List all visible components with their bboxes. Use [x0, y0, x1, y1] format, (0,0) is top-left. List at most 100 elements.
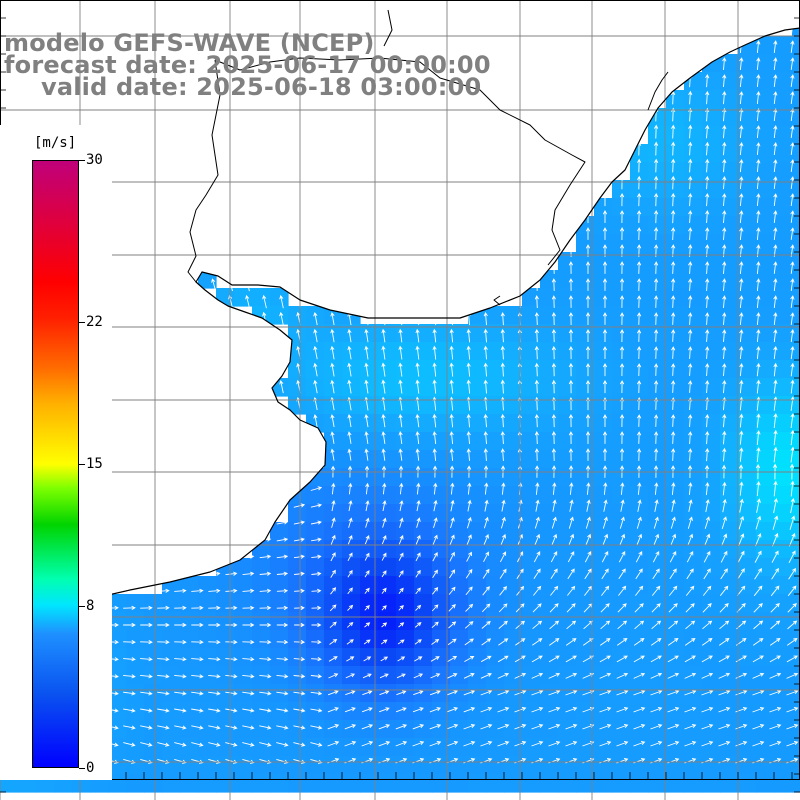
- wind-speed-cell: [414, 450, 433, 469]
- wind-speed-cell: [666, 288, 685, 307]
- wind-arrow: [294, 571, 305, 576]
- wind-speed-cell: [108, 756, 127, 775]
- wind-arrow: [601, 550, 609, 563]
- wind-arrow: [415, 534, 421, 545]
- wind-arrow: [566, 620, 577, 630]
- wind-speed-cell: [738, 180, 757, 199]
- wind-speed-cell: [756, 468, 775, 487]
- wind-arrow: [447, 638, 457, 646]
- wind-arrow: [347, 345, 352, 360]
- wind-speed-cell: [666, 594, 685, 613]
- wind-speed-cell: [756, 270, 775, 289]
- wind-arrow: [786, 740, 799, 747]
- wind-speed-cell: [216, 666, 235, 685]
- wind-speed-cell: [666, 126, 685, 145]
- wind-speed-cell: [792, 198, 800, 217]
- wind-arrow: [327, 707, 339, 713]
- wind-arrow: [311, 588, 322, 593]
- wind-speed-cell: [720, 72, 739, 91]
- wind-speed-cell: [666, 450, 685, 469]
- wind-speed-cell: [360, 504, 379, 523]
- wind-speed-cell: [450, 630, 469, 649]
- wind-arrow: [790, 91, 795, 104]
- wind-speed-cell: [792, 108, 800, 127]
- wind-speed-cell: [360, 576, 379, 595]
- wind-arrow: [398, 413, 403, 428]
- colorbar-tick-label: 0: [86, 760, 95, 776]
- wind-speed-cell: [216, 720, 235, 739]
- wind-arrow: [671, 380, 676, 393]
- wind-speed-cell: [612, 504, 631, 523]
- wind-speed-cell: [450, 342, 469, 361]
- wind-speed-cell: [396, 648, 415, 667]
- wind-speed-cell: [486, 306, 505, 325]
- wind-arrow: [140, 691, 153, 696]
- wind-arrow: [499, 568, 507, 579]
- wind-arrow: [415, 569, 421, 578]
- wind-arrow: [739, 379, 744, 394]
- wind-speed-cell: [306, 630, 325, 649]
- wind-arrow: [619, 295, 625, 308]
- wind-arrow: [347, 379, 352, 394]
- wind-arrow: [432, 413, 437, 428]
- wind-speed-cell: [360, 396, 379, 415]
- wind-speed-cell: [198, 648, 217, 667]
- wind-speed-cell: [306, 756, 325, 775]
- wind-speed-cell: [234, 684, 253, 703]
- wind-speed-cell: [486, 522, 505, 541]
- wind-arrow: [535, 499, 540, 512]
- wind-arrow: [382, 482, 387, 495]
- wind-arrow: [650, 672, 663, 679]
- wind-speed-cell: [504, 414, 523, 433]
- wind-arrow: [739, 312, 744, 325]
- wind-arrow: [259, 640, 272, 645]
- wind-arrow: [534, 312, 539, 326]
- wind-speed-cell: [738, 108, 757, 127]
- wind-arrow: [310, 725, 323, 730]
- wind-arrow: [618, 568, 626, 580]
- wind-arrow: [364, 552, 370, 561]
- wind-arrow: [311, 639, 322, 645]
- wind-speed-cell: [126, 612, 145, 631]
- wind-arrow: [773, 295, 778, 308]
- wind-arrow: [585, 379, 591, 394]
- wind-arrow: [671, 209, 676, 224]
- land-mask: [0, 0, 800, 612]
- wind-speed-cell: [558, 252, 577, 271]
- wind-arrow: [157, 605, 170, 610]
- wind-arrow: [311, 571, 322, 576]
- wind-arrow: [684, 655, 696, 663]
- wind-speed-cell: [486, 558, 505, 577]
- wind-arrow: [585, 227, 591, 240]
- wind-arrow: [123, 708, 136, 713]
- wind-speed-cell: [666, 720, 685, 739]
- wind-speed-cell: [666, 738, 685, 757]
- wind-speed-cell: [612, 774, 631, 793]
- wind-arrow: [433, 482, 438, 495]
- wind-speed-cell: [738, 252, 757, 271]
- wind-speed-cell: [450, 576, 469, 595]
- wind-speed-cell: [162, 738, 181, 757]
- wind-speed-cell: [432, 324, 451, 343]
- wind-arrow: [531, 741, 544, 747]
- wind-arrow: [551, 413, 556, 428]
- wind-speed-cell: [522, 450, 541, 469]
- wind-arrow: [551, 431, 556, 445]
- wind-arrow: [379, 673, 389, 679]
- wind-speed-cell: [522, 306, 541, 325]
- wind-arrow: [431, 604, 439, 612]
- wind-speed-cell: [702, 360, 721, 379]
- wind-arrow: [719, 620, 730, 630]
- wind-arrow: [756, 345, 761, 360]
- wind-speed-cell: [504, 648, 523, 667]
- wind-arrow: [430, 656, 440, 662]
- wind-arrow: [483, 345, 488, 360]
- wind-arrow: [395, 724, 408, 730]
- wind-speed-cell: [684, 702, 703, 721]
- wind-speed-cell: [594, 468, 613, 487]
- wind-speed-cell: [594, 414, 613, 433]
- wind-arrow: [531, 724, 544, 730]
- wind-arrow: [446, 707, 459, 713]
- colorbar-tick-label: 8: [86, 597, 95, 614]
- land-area: [0, 0, 800, 612]
